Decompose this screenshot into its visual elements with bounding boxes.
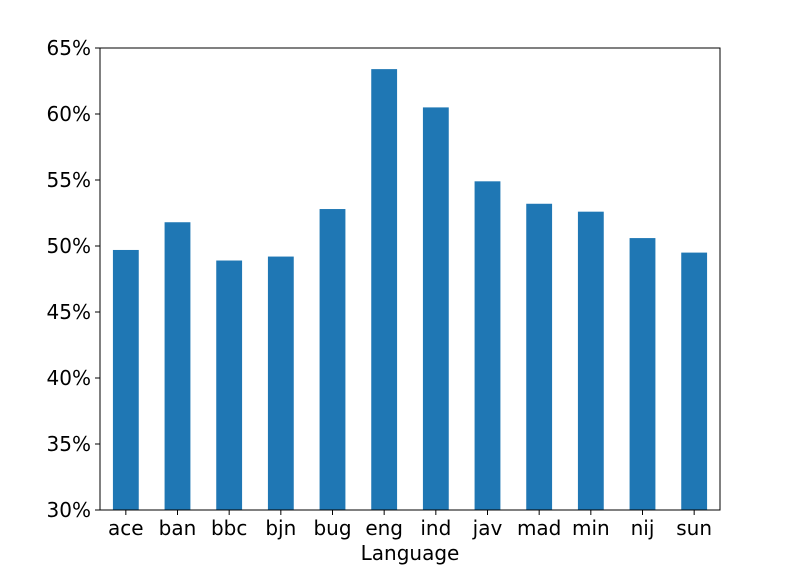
x-tick-label: sun: [676, 516, 712, 540]
bar-mad: [526, 203, 553, 510]
bar-sun: [681, 252, 708, 510]
x-tick-label: jav: [472, 516, 503, 540]
x-tick-label: ace: [108, 516, 144, 540]
y-tick-label: 35%: [47, 432, 91, 456]
bar-bjn: [267, 256, 294, 510]
bar-ind: [422, 107, 449, 511]
x-tick-label: mad: [517, 516, 561, 540]
bar-ban: [164, 222, 191, 511]
bar-jav: [474, 181, 501, 510]
x-tick-label: nij: [631, 516, 655, 540]
x-tick-label: ind: [420, 516, 451, 540]
bar-bug: [319, 209, 346, 511]
y-axis: 30% 35% 40% 45% 50% 55% 60% 65%: [47, 36, 100, 522]
plot-frame: [99, 47, 721, 511]
y-tick-label: 55%: [47, 168, 91, 192]
bar-bbc: [216, 260, 243, 510]
x-tick-label: min: [572, 516, 610, 540]
y-tick-label: 50%: [47, 234, 91, 258]
x-tick-label: bbc: [211, 516, 247, 540]
x-tick-label: bjn: [265, 516, 296, 540]
x-axis-title: Language: [361, 541, 460, 565]
y-tick-label: 45%: [47, 300, 91, 324]
x-tick-label: bug: [313, 516, 351, 540]
y-tick-label: 65%: [47, 36, 91, 60]
y-tick-label: 60%: [47, 102, 91, 126]
y-tick-label: 30%: [47, 498, 91, 522]
bar-nij: [629, 238, 656, 510]
x-axis: ace ban bbc bjn bug eng ind jav mad min nij sun: [108, 510, 712, 540]
bar-eng: [371, 69, 398, 511]
bars-group: [112, 69, 708, 511]
x-tick-label: eng: [365, 516, 403, 540]
bar-min: [577, 211, 604, 510]
bar-ace: [112, 249, 139, 510]
y-tick-label: 40%: [47, 366, 91, 390]
x-tick-label: ban: [159, 516, 197, 540]
